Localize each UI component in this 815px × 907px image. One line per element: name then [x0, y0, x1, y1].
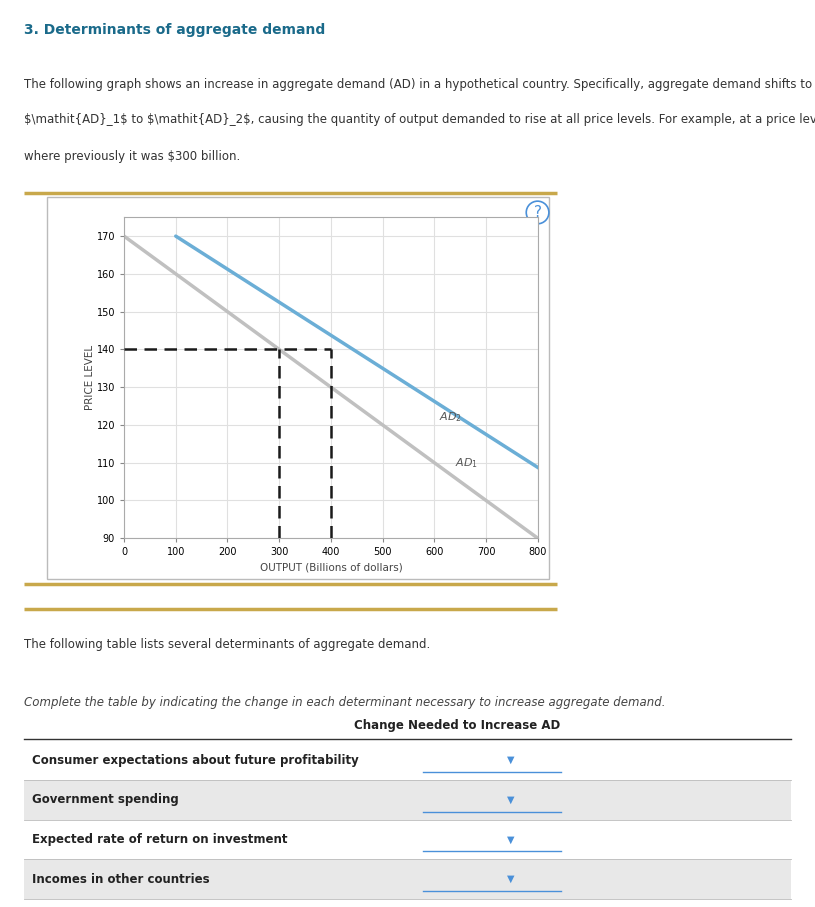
Text: Change Needed to Increase AD: Change Needed to Increase AD [355, 719, 561, 732]
Text: The following table lists several determinants of aggregate demand.: The following table lists several determ… [24, 638, 430, 650]
Text: ▼: ▼ [507, 756, 514, 766]
Text: where previously it was $300 billion.: where previously it was $300 billion. [24, 151, 240, 163]
Text: ?: ? [534, 205, 541, 220]
Bar [24, 780, 791, 820]
FancyBboxPatch shape [47, 197, 549, 579]
Text: Complete the table by indicating the change in each determinant necessary to inc: Complete the table by indicating the cha… [24, 697, 666, 709]
Text: $\mathit{AD}_1$ to $\mathit{AD}_2$, causing the quantity of output demanded to r: $\mathit{AD}_1$ to $\mathit{AD}_2$, caus… [24, 113, 815, 126]
Text: ▼: ▼ [507, 874, 514, 884]
Text: Expected rate of return on investment: Expected rate of return on investment [32, 833, 288, 846]
Bar [24, 860, 791, 899]
Text: Government spending: Government spending [32, 794, 178, 806]
Text: 3. Determinants of aggregate demand: 3. Determinants of aggregate demand [24, 23, 326, 37]
Text: Consumer expectations about future profitability: Consumer expectations about future profi… [32, 754, 359, 766]
Text: The following graph shows an increase in aggregate demand (AD) in a hypothetical: The following graph shows an increase in… [24, 78, 815, 91]
Text: Incomes in other countries: Incomes in other countries [32, 873, 209, 886]
Text: ▼: ▼ [507, 834, 514, 844]
Text: ▼: ▼ [507, 795, 514, 805]
